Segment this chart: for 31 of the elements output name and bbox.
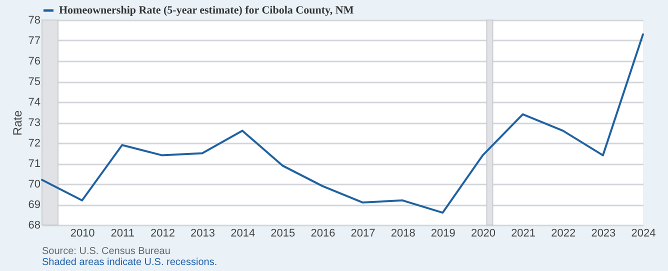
x-tick-label: 2011 (110, 228, 134, 240)
y-tick-label: 69 (28, 199, 40, 211)
text: Homeownership Rate (5-year estimate) for Cibola County, NM (59, 4, 354, 16)
x-tick-label: 2019 (430, 228, 456, 240)
x-tick-label: 2023 (591, 228, 616, 240)
x-tick-label: 2010 (70, 228, 95, 240)
x-tick-label: 2012 (150, 228, 175, 240)
y-tick-label: 77 (28, 35, 40, 47)
x-tick-label: 2015 (270, 228, 296, 240)
x-tick-label: 2017 (350, 228, 376, 240)
y-tick-label: 70 (28, 178, 40, 190)
y-tick-label: 68 (28, 220, 40, 232)
x-tick-label: 2013 (190, 228, 216, 240)
y-tick-label: 74 (28, 96, 40, 108)
y-tick-label: 73 (28, 117, 40, 129)
y-tick-label: 78 (28, 14, 40, 26)
text: Shaded areas indicate U.S. recessions. (42, 257, 218, 268)
x-tick-label: 2016 (310, 228, 336, 240)
x-tick-label: 2020 (470, 228, 496, 240)
y-tick-label: 71 (28, 158, 40, 170)
y-tick-label: 75 (28, 76, 40, 88)
y-axis-title: Rate (10, 110, 24, 136)
source-note: Source: U.S. Census Bureau (42, 246, 170, 257)
y-tick-label: 72 (28, 138, 40, 150)
line-series (41, 33, 644, 214)
x-tick-label: 2024 (631, 228, 656, 240)
x-tick-label: 2018 (390, 228, 416, 240)
x-tick-label: 2014 (230, 228, 256, 240)
y-tick-label: 76 (28, 56, 40, 68)
x-tick-label: 2021 (511, 228, 536, 240)
x-tick-label: 2022 (551, 228, 576, 240)
